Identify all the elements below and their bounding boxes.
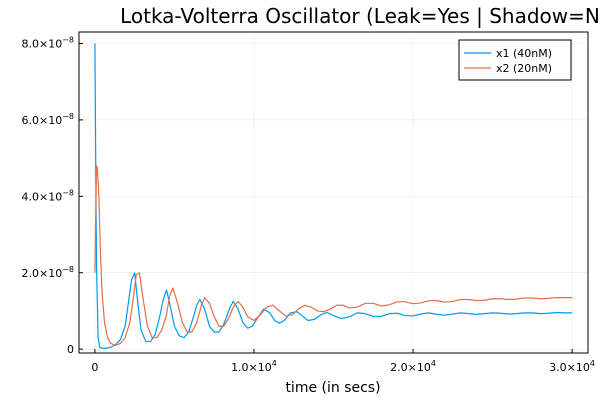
legend-label-x2: x2 (20nM) <box>496 62 552 75</box>
legend-box <box>458 39 572 81</box>
plot-area-frame <box>78 31 589 354</box>
y-axis-ticks: 02.0×10−84.0×10−86.0×10−88.0×10−8 <box>21 35 83 356</box>
x-axis-label: time (in secs) <box>285 380 380 396</box>
y-tick-label: 6.0×10−8 <box>21 112 74 127</box>
x-tick-label: 0 <box>91 361 98 374</box>
y-tick-label-exponent: −8 <box>62 188 74 197</box>
x-tick-label: 3.0×104 <box>549 359 595 374</box>
x-tick-label: 1.0×104 <box>231 359 277 374</box>
x-axis-ticks: 0 1.0×104 2.0×104 3.0×104 <box>91 349 595 374</box>
y-tick-label-base: 4.0×10 <box>21 190 62 203</box>
y-tick-label-exponent: −8 <box>62 35 74 44</box>
x-tick-label-base: 2.0×10 <box>390 361 431 374</box>
y-tick-label: 8.0×10−8 <box>21 35 74 50</box>
legend-label-x1: x1 (40nM) <box>496 47 552 60</box>
y-tick-label: 0 <box>67 343 74 356</box>
y-tick-label-base: 6.0×10 <box>21 114 62 127</box>
y-tick-label-exponent: −8 <box>62 112 74 121</box>
x-tick-label-base: 3.0×10 <box>549 361 590 374</box>
series-layer <box>94 43 573 350</box>
series-line-1 <box>94 43 573 350</box>
x-tick-label-exponent: 4 <box>590 359 595 368</box>
x-tick-label-exponent: 4 <box>431 359 436 368</box>
y-tick-label-base: 2.0×10 <box>21 267 62 280</box>
y-tick-label-base: 8.0×10 <box>21 37 62 50</box>
y-tick-label: 4.0×10−8 <box>21 188 74 203</box>
x-tick-label-base: 1.0×10 <box>231 361 272 374</box>
y-tick-label-exponent: −8 <box>62 265 74 274</box>
series-line-2 <box>94 165 573 346</box>
legend: x1 (40nM) x2 (20nM) <box>458 39 572 81</box>
y-tick-label: 2.0×10−8 <box>21 265 74 280</box>
x-tick-label: 2.0×104 <box>390 359 436 374</box>
x-tick-label-exponent: 4 <box>272 359 277 368</box>
chart-title: Lotka-Volterra Oscillator (Leak=Yes | Sh… <box>120 4 600 28</box>
